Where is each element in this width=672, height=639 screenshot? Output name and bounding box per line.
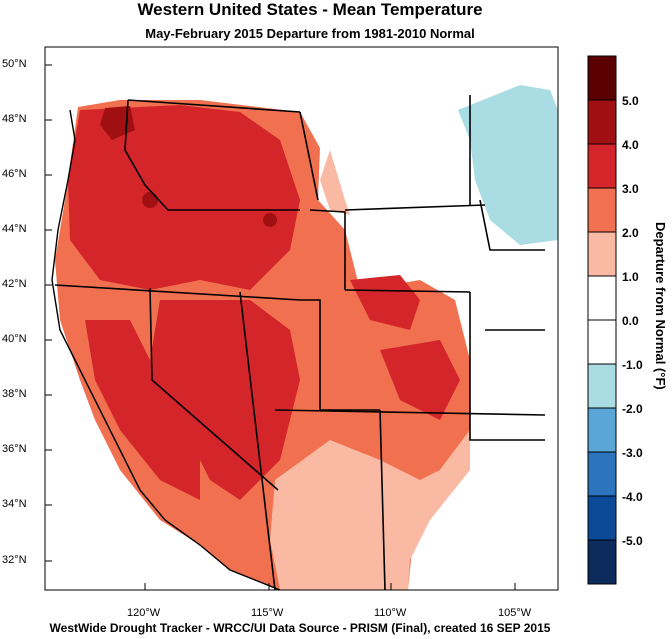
lat-label: 40°N [2, 333, 27, 345]
colorbar-label: -4.0 [622, 490, 643, 504]
lat-label: 34°N [2, 498, 27, 510]
colorbar-swatch [587, 407, 617, 453]
colorbar-swatch [587, 495, 617, 541]
anomaly-region-hot-5 [380, 340, 460, 420]
lon-label: 110°W [374, 607, 407, 619]
colorbar-label: -1.0 [622, 358, 643, 372]
colorbar-swatch [587, 451, 617, 497]
anomaly-spot-veryhot-2 [263, 213, 277, 227]
footer-credit: WestWide Drought Tracker - WRCC/UI Data … [49, 621, 551, 635]
anomaly-region-hot-2 [150, 300, 300, 500]
colorbar-swatch [587, 539, 617, 585]
lat-label: 44°N [2, 223, 27, 235]
anomaly-spot-veryhot [142, 192, 158, 208]
colorbar-label: 3.0 [622, 182, 639, 196]
anomaly-region-hot-4 [350, 275, 420, 330]
colorbar-label: 2.0 [622, 226, 639, 240]
lon-label: 105°W [498, 607, 532, 619]
anomaly-region-cool [458, 85, 558, 245]
lat-label: 48°N [2, 113, 27, 125]
colorbar-label: 0.0 [622, 314, 639, 328]
colorbar-swatch [587, 143, 617, 189]
colorbar [587, 55, 617, 585]
lon-label: 115°W [251, 607, 284, 619]
colorbar-label: 1.0 [622, 270, 639, 284]
colorbar-swatch [587, 275, 617, 321]
colorbar-swatch [587, 231, 617, 277]
anomaly-region-hot-3 [85, 320, 200, 500]
coastline [51, 109, 281, 591]
plot-frame [44, 46, 559, 591]
colorbar-swatch [587, 319, 617, 365]
anomaly-region-hot [68, 105, 300, 290]
colorbar-swatch [587, 363, 617, 409]
map-title: Western United States - Mean Temperature [137, 0, 483, 19]
colorbar-label: -2.0 [622, 402, 643, 416]
state-borders [54, 95, 546, 591]
lon-label: 120°W [127, 607, 161, 619]
anomaly-region-light-2 [320, 150, 350, 215]
colorbar-swatch [587, 187, 617, 233]
anomaly-region-light [270, 430, 470, 590]
colorbar-title: Departure from Normal (°F) [653, 222, 668, 390]
lat-label: 42°N [2, 278, 27, 290]
colorbar-label: 4.0 [622, 138, 639, 152]
colorbar-label: -3.0 [622, 446, 643, 460]
lat-label: 32°N [2, 554, 27, 566]
colorbar-swatch [587, 55, 617, 101]
lat-label: 50°N [2, 58, 27, 70]
colorbar-label: -5.0 [622, 534, 643, 548]
colorbar-swatch [587, 99, 617, 145]
lat-label: 46°N [2, 168, 27, 180]
lat-label: 38°N [2, 388, 27, 400]
lat-label: 36°N [2, 443, 27, 455]
map-subtitle: May-February 2015 Departure from 1981-20… [145, 26, 475, 41]
colorbar-label: 5.0 [622, 94, 639, 108]
